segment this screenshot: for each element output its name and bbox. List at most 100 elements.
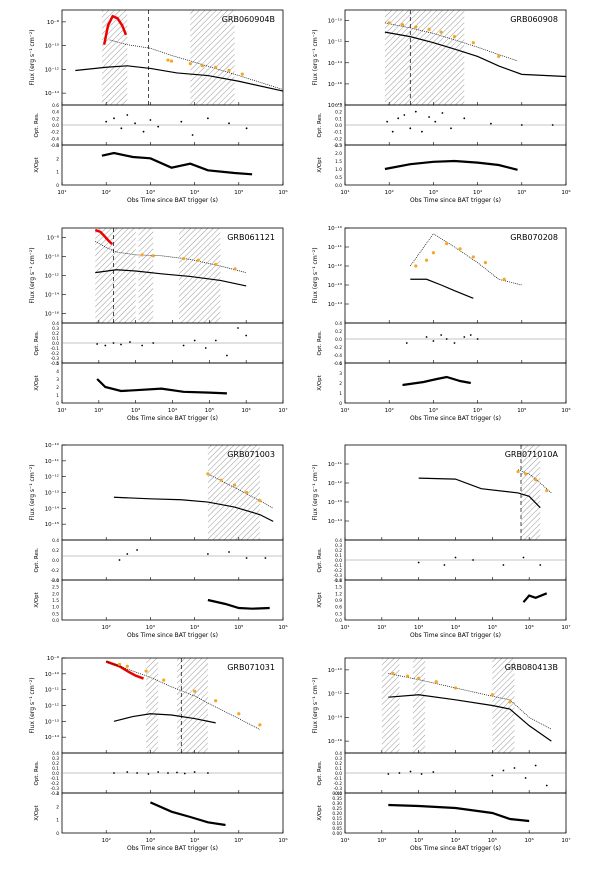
xtick-label: 10⁶	[525, 624, 535, 631]
ratio-axis-label: X/Opt	[317, 804, 323, 820]
residual-point	[157, 125, 160, 128]
res-ytick-label: -0.4	[51, 361, 60, 367]
flux-ytick-label: 10⁻¹³	[328, 282, 342, 289]
res-ytick-label: 0.0	[335, 337, 342, 343]
optical-point	[458, 247, 462, 251]
res-ytick-label: 0.1	[335, 766, 342, 772]
flux-ytick-label: 10⁻¹¹	[45, 687, 59, 694]
residual-point	[207, 553, 209, 555]
flux-axis-label: Flux (erg s⁻¹ cm⁻²)	[29, 29, 36, 85]
flux-ytick-label: 10⁻¹⁸	[328, 102, 343, 109]
panel-title: GRB071003	[227, 450, 275, 459]
res-ytick-label: -0.2	[51, 781, 60, 787]
panel-grb060908: 10⁻¹⁰ 10⁻¹² 10⁻¹⁴ 10⁻¹⁶ 10⁻¹⁸ 10¹ 10² 10³ 10⁴ 10⁵…	[312, 9, 571, 204]
residual-point	[405, 342, 408, 344]
xtick-label: 10¹	[340, 189, 349, 196]
residual-point	[545, 784, 548, 787]
ratio-ytick-label: 5	[56, 361, 59, 367]
residual-point	[463, 117, 466, 120]
ratio-ytick-label: 0.00	[332, 831, 342, 837]
ratio-ytick-label: 4	[56, 369, 59, 375]
flux-ytick-label: 10⁻¹¹	[328, 244, 342, 251]
optical-point	[233, 267, 237, 271]
xtick-label: 10⁴	[190, 189, 200, 196]
optical-model-curve	[95, 240, 247, 273]
residual-point	[126, 553, 129, 555]
ratio-ytick-label: 3	[56, 791, 59, 797]
flux-ytick-label: 10⁻¹⁰	[45, 254, 60, 261]
optical-point	[125, 664, 129, 668]
res-ytick-label: 0.0	[52, 123, 59, 129]
ratio-ytick-label: 2.0	[335, 151, 342, 157]
xtick-label: 10¹	[340, 837, 349, 844]
ratio-frame	[344, 362, 567, 404]
ratio-ytick-label: 0.05	[332, 826, 342, 832]
flux-ytick-label: 10⁻¹³	[45, 490, 59, 497]
ratio-frame	[61, 792, 284, 834]
x-axis-label: Obs Time since BAT trigger (s)	[127, 632, 218, 639]
flux-ytick-label: 10⁻¹²	[45, 703, 59, 710]
optical-point	[490, 693, 494, 697]
xtick-label: 10⁶	[561, 407, 571, 414]
optical-point	[483, 261, 487, 265]
res-ytick-label: 0.4	[52, 110, 59, 116]
res-axis-label: Opt. Res.	[317, 330, 323, 355]
residual-point	[491, 774, 494, 777]
res-frame	[61, 539, 284, 581]
ratio-ytick-label: 1.0	[335, 167, 342, 173]
flux-frame	[61, 227, 284, 324]
res-ytick-label: 0.4	[335, 538, 342, 544]
res-ytick-label: -0.2	[51, 568, 60, 574]
ratio-ytick-label: 0	[56, 401, 59, 407]
optical-point	[434, 680, 438, 684]
optical-point	[200, 64, 204, 68]
panel-title: GRB071031	[227, 663, 275, 672]
ratio-frame	[344, 144, 567, 186]
res-ytick-label: -0.1	[334, 563, 343, 569]
xtick-label: 10³	[429, 189, 438, 196]
ratio-frame	[61, 579, 284, 621]
residual-point	[193, 771, 196, 773]
flux-ytick-label: 10⁻¹⁶	[328, 738, 343, 745]
ratio-ytick-label: 2.5	[52, 585, 59, 591]
residual-point	[113, 117, 115, 120]
ratio-ytick-label: 1.5	[335, 159, 342, 165]
optical-point	[405, 674, 410, 678]
panel-title: GRB071010A	[505, 450, 559, 459]
ratio-axis-label: X/Opt	[317, 374, 323, 390]
shaded-interval	[190, 10, 235, 105]
flux-frame	[344, 227, 567, 324]
residual-point	[147, 773, 150, 775]
shaded-interval	[101, 10, 128, 105]
shaded-interval	[492, 658, 515, 753]
res-ytick-label: -0.2	[334, 345, 343, 351]
residual-point	[136, 772, 138, 774]
panel-title: GRB070208	[510, 233, 558, 242]
xtick-label: 10⁷	[278, 407, 287, 414]
optical-point	[240, 72, 244, 76]
res-ytick-label: 0.1	[52, 766, 59, 772]
optical-model-curve	[106, 661, 261, 730]
xray-model-curve	[113, 713, 216, 724]
flux-ytick-label: 10⁻¹⁵	[45, 521, 59, 528]
optical-point	[140, 253, 144, 257]
res-ytick-label: -0.4	[51, 578, 60, 584]
res-ytick-label: 0.0	[335, 558, 342, 564]
shaded-interval	[412, 658, 426, 753]
xray-model-curve	[388, 694, 552, 742]
residual-point	[441, 112, 444, 114]
flux-axis-label: Flux (erg s⁻¹ cm⁻²)	[312, 677, 319, 733]
residual-point	[167, 772, 169, 774]
ratio-ytick-label: 0.20	[332, 811, 342, 817]
residual-point	[112, 342, 115, 344]
ratio-curve	[207, 598, 270, 610]
ratio-ytick-label: 2	[56, 804, 59, 810]
optical-point	[439, 30, 443, 34]
residual-point	[522, 556, 525, 559]
xtick-label: 10³	[146, 624, 155, 631]
residual-point	[120, 127, 123, 130]
panel-title: GRB061121	[227, 233, 275, 242]
xtick-label: 10³	[146, 189, 155, 196]
x-axis-label: Obs Time since BAT trigger (s)	[410, 845, 501, 852]
